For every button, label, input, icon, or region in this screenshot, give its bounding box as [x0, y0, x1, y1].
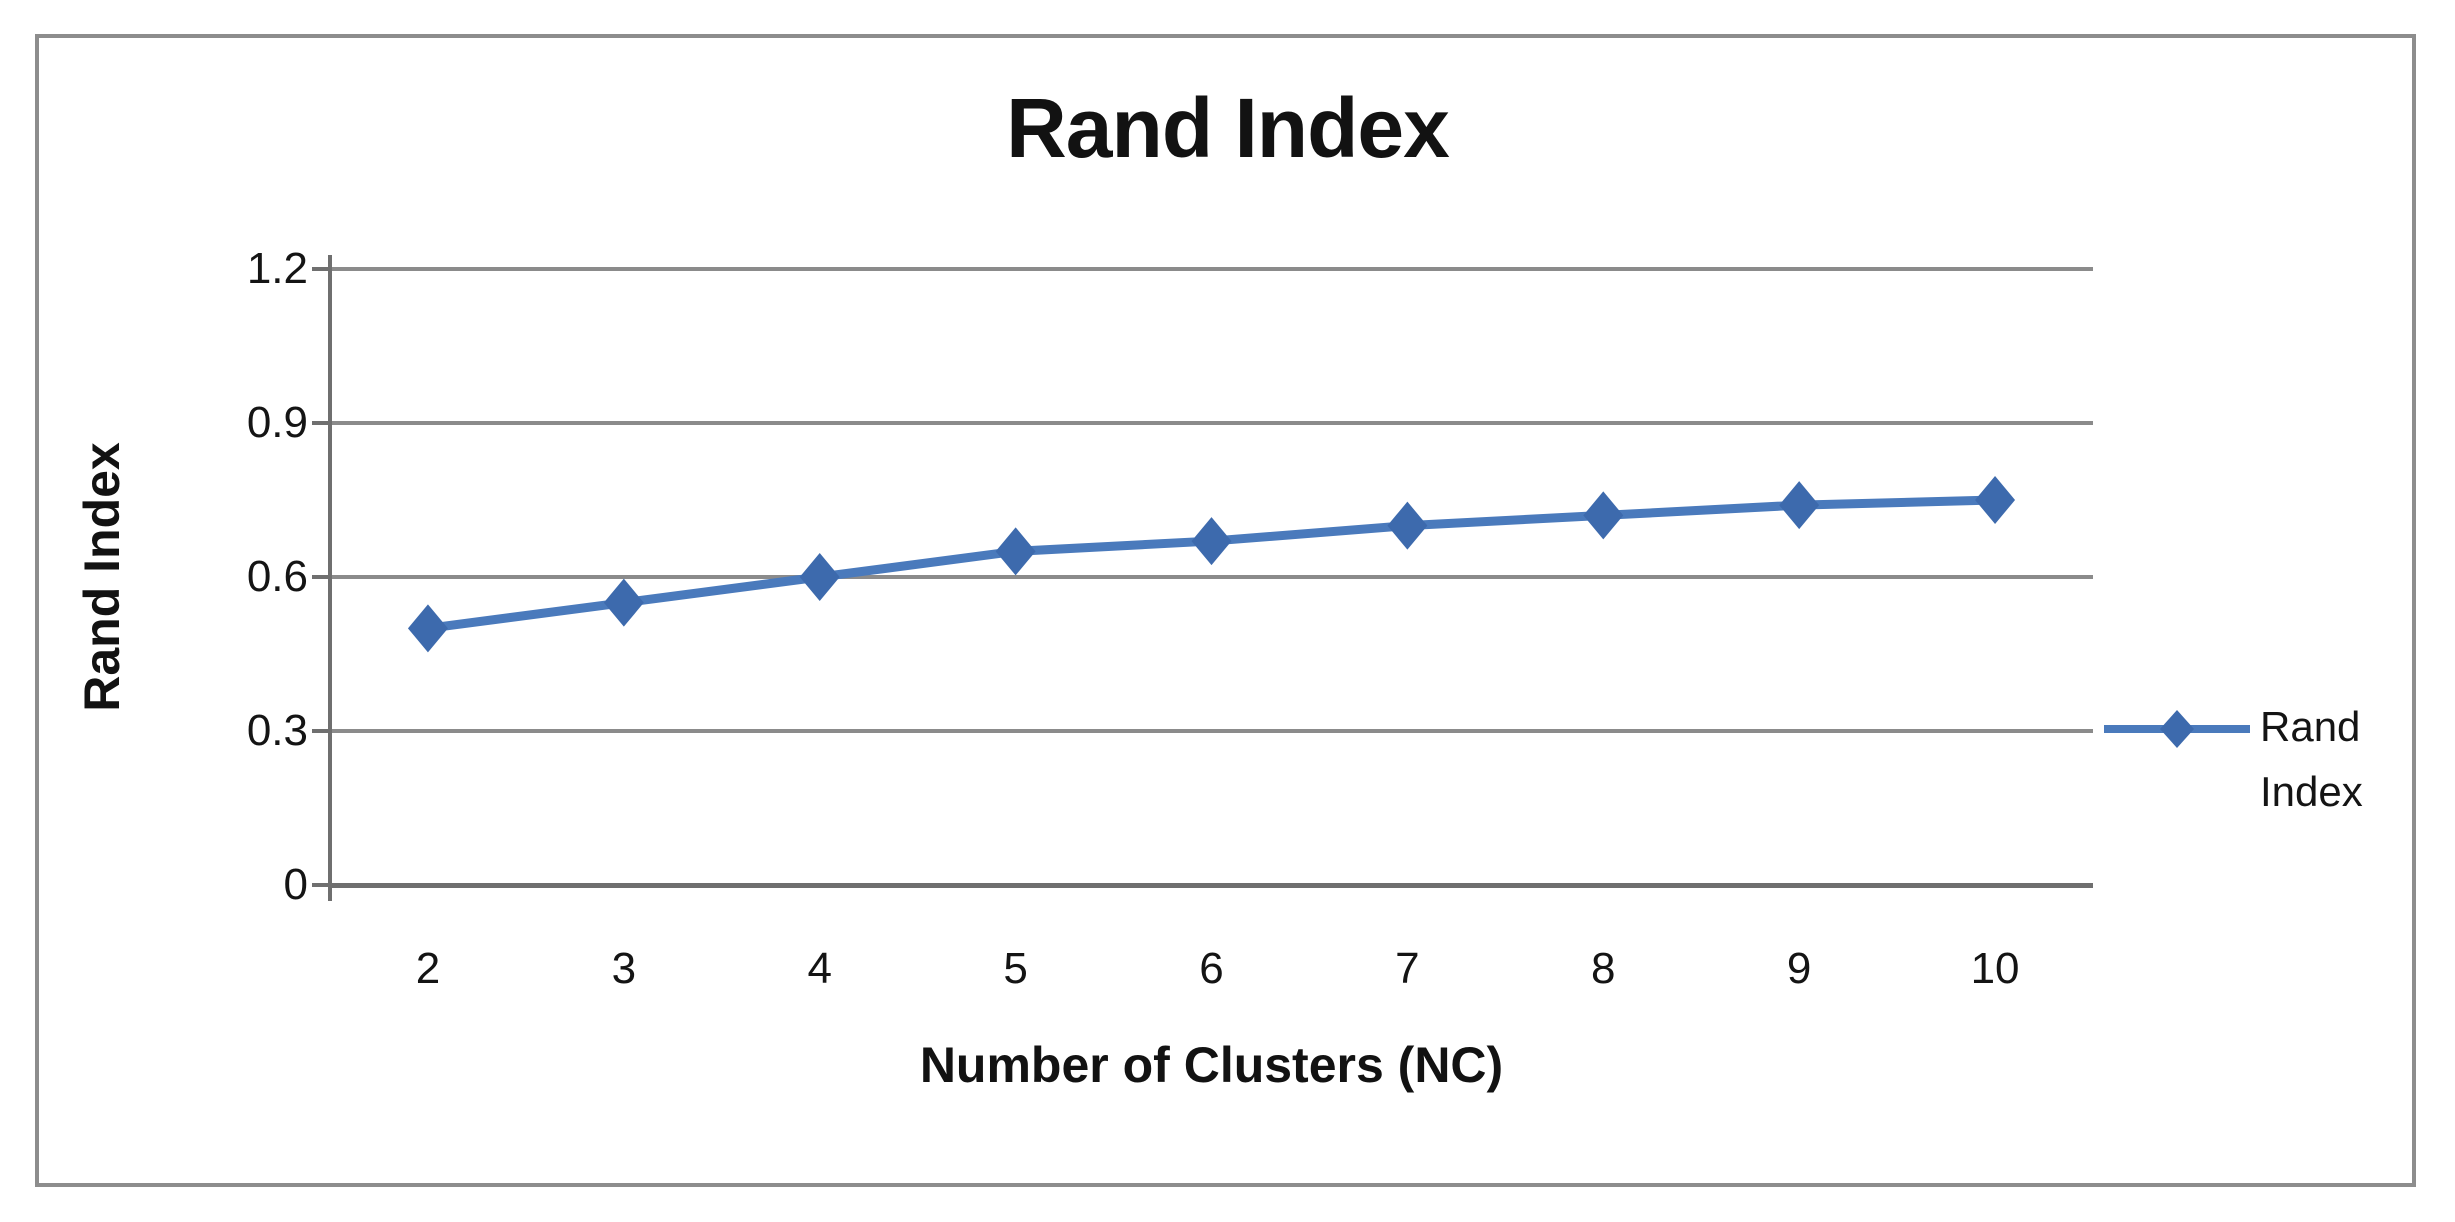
y-axis-tick — [312, 421, 330, 425]
data-point-marker — [995, 527, 1036, 576]
gridline — [330, 267, 2093, 271]
y-axis-line — [328, 255, 332, 901]
x-axis-title: Number of Clusters (NC) — [919, 1037, 1504, 1093]
y-axis-tick — [312, 883, 330, 887]
y-axis-tick — [312, 729, 330, 733]
data-point-marker — [1779, 481, 1820, 530]
y-axis-tick — [312, 575, 330, 579]
data-point-marker — [407, 604, 448, 653]
legend: Rand Index — [2104, 694, 2388, 824]
gridline — [330, 575, 2093, 579]
series-line-rand-index — [407, 476, 2016, 653]
y-tick-label: 1.2 — [246, 244, 308, 293]
gridline — [330, 729, 2093, 733]
gridline — [330, 421, 2093, 425]
data-point-marker — [1975, 476, 2016, 524]
x-axis-line — [330, 883, 2093, 888]
y-tick-label: 0.6 — [246, 552, 308, 601]
x-tick-label: 4 — [807, 944, 832, 993]
y-tick-label: 0.3 — [246, 706, 308, 755]
data-point-marker — [1191, 517, 1232, 566]
chart-title: Rand Index — [1006, 81, 1450, 175]
y-tick-label: 0.9 — [246, 398, 308, 447]
x-tick-label: 9 — [1786, 944, 1812, 993]
data-point-marker — [603, 578, 644, 627]
legend-series-label: Rand Index — [2260, 703, 2363, 816]
x-axis-tick-labels: 2 3 4 5 6 7 8 9 10 — [330, 938, 2093, 1000]
y-axis-tick — [312, 267, 330, 271]
x-tick-label: 8 — [1591, 944, 1616, 993]
x-tick-label: 6 — [1199, 944, 1224, 993]
legend-line-marker-icon — [2104, 710, 2250, 748]
y-axis-title: Rand Index — [74, 442, 130, 712]
x-tick-label: 7 — [1395, 944, 1420, 993]
data-point-marker — [799, 553, 840, 601]
y-tick-label: 0 — [283, 860, 308, 909]
plot-area — [312, 255, 2093, 901]
data-point-marker — [1583, 491, 1624, 540]
x-tick-label: 3 — [611, 944, 637, 993]
y-axis-tick-labels: 0 0.3 0.6 0.9 1.2 — [140, 244, 308, 909]
x-tick-label: 10 — [1970, 944, 2020, 993]
data-point-marker — [1387, 501, 1428, 550]
x-tick-label: 5 — [1003, 944, 1028, 993]
x-tick-label: 2 — [415, 944, 441, 993]
